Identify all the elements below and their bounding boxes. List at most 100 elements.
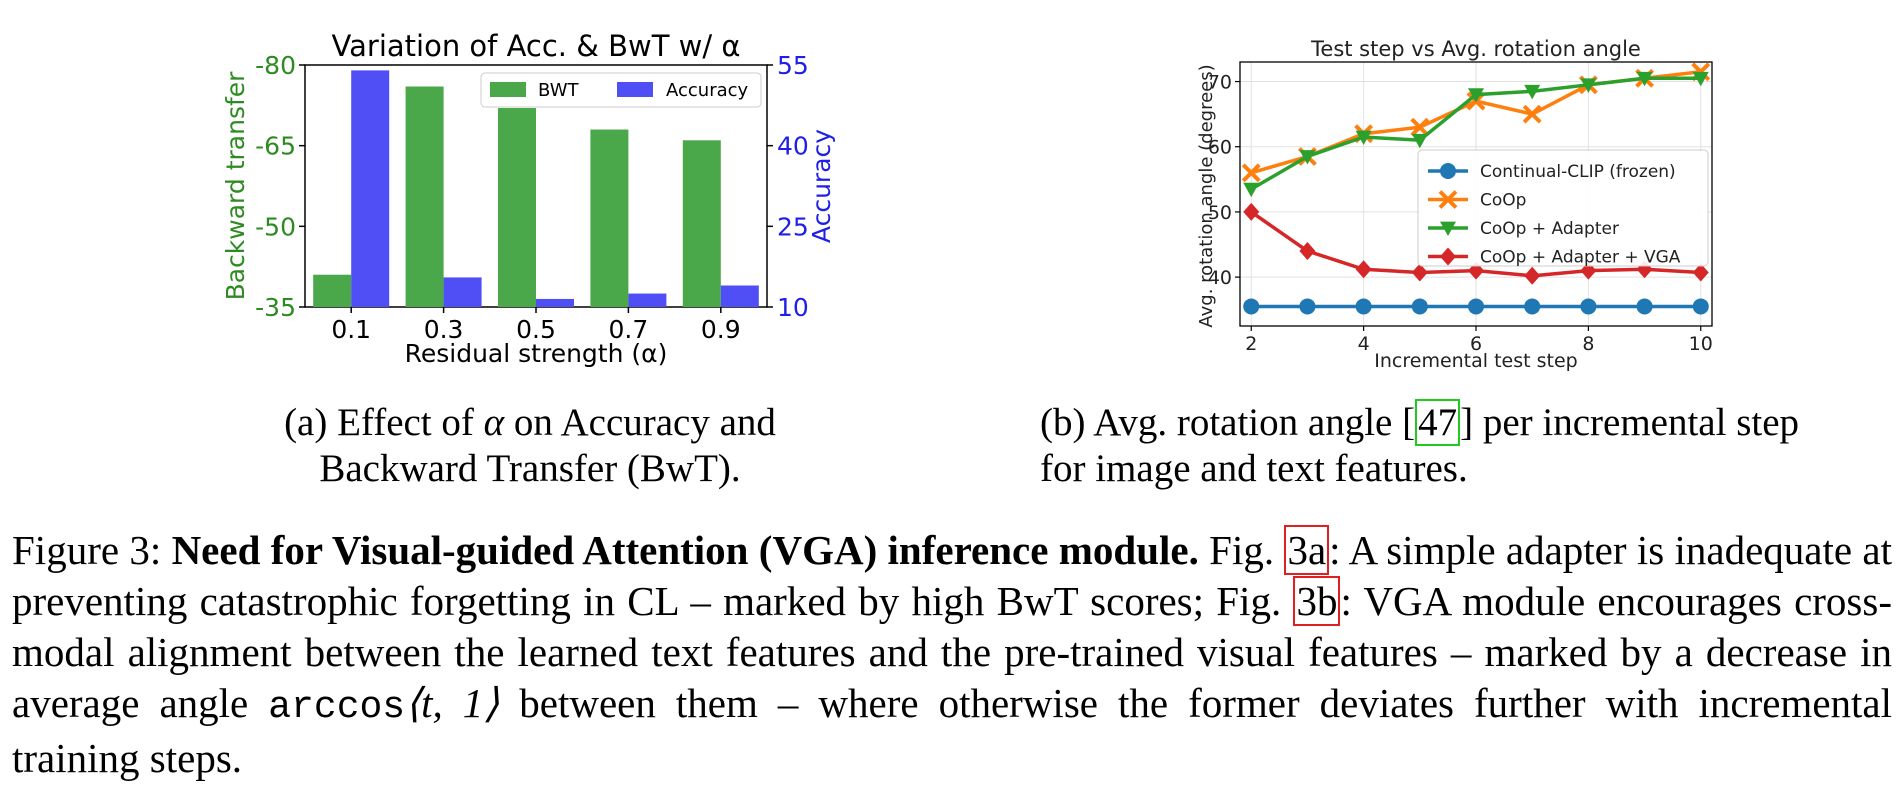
data-point [1241,163,1261,183]
data-point [1468,88,1484,103]
figure-link-3a[interactable]: 3a [1284,525,1330,575]
caption-arccos: arccos [268,686,406,729]
y-tick-label: 40 [1208,267,1232,289]
data-point [1524,266,1541,285]
legend-label: CoOp + Adapter [1480,219,1619,239]
right-tick-label: 25 [777,212,809,241]
legend-entries: Continual-CLIP (frozen) CoOp CoOp + Adapte… [1428,162,1681,268]
data-point [1243,202,1260,221]
data-point [1692,71,1709,87]
caption-text-2: : A simple adapter is inadequate at prev… [12,527,1892,624]
data-point [1524,298,1541,315]
bar-accuracy-0.3 [443,277,482,307]
legend-label: Continual-CLIP (frozen) [1480,162,1676,182]
data-point [1580,78,1597,93]
bar-bwt-0.5 [498,108,536,308]
subcaption-b-text-2: ] per incremental step [1460,401,1800,444]
caption-math: ⟨t, 1⟩ [405,680,500,726]
legend-marker [1438,190,1458,209]
legend-label: CoOp + Adapter + VGA [1480,248,1681,268]
x-tick-label: 4 [1358,333,1370,355]
legend: BWT Accuracy [480,72,762,108]
bar-bwt-0.3 [405,86,444,307]
citation-link-47[interactable]: 47 [1415,399,1461,446]
legend-label: CoOp [1480,191,1526,211]
data-point [1355,260,1372,279]
subcaption-a-line-2: Backward Transfer (BwT). [319,447,741,490]
legend-marker [1440,221,1456,236]
y-tick-group: 40 50 60 70 [1208,72,1240,289]
subcaption-b-line-2: for image and text features. [1040,447,1468,490]
data-point [1299,150,1316,165]
x-tick-label: 0.5 [516,315,556,344]
bar-bwt-0.1 [313,274,352,307]
series-group [1241,62,1711,315]
x-tick-label: 8 [1582,333,1594,355]
right-tick-label: 40 [777,132,809,161]
legend-label-accuracy: Accuracy [666,80,749,101]
figure-link-3b[interactable]: 3b [1293,576,1341,626]
data-point [1243,182,1260,198]
bar-accuracy-0.5 [536,298,574,307]
data-point [1692,263,1709,282]
left-tick-group: -80 -65 -50 -35 [255,51,305,322]
data-point [1524,84,1541,100]
left-tick-label: -80 [255,51,296,80]
bar-bwt-0.9 [682,140,721,307]
data-point [1411,133,1428,149]
y-tick-label: 50 [1208,202,1232,224]
right-tick-label: 10 [777,293,809,322]
right-tick-label: 55 [777,51,809,80]
marker-stroke [1410,117,1430,137]
marker-stroke [1438,190,1458,209]
x-tick-label: 0.7 [609,315,649,344]
right-tick-group: 55 40 25 10 [767,51,809,322]
data-point [1692,298,1709,315]
data-point [1580,298,1597,315]
caption-bold-title: Need for Visual-guided Attention (VGA) i… [171,527,1199,573]
data-point [1411,263,1428,282]
x-axis-label: Residual strength (α) [405,339,668,368]
caption-lead: Figure 3: [12,527,172,573]
y-tick-label: 60 [1208,137,1232,159]
left-tick-label: -50 [255,212,296,241]
data-point [1410,117,1430,137]
data-point [1468,298,1484,315]
plot-area: 0.1 0.3 0.5 0.7 0.9 -80 -65 -50 -35 55 40 25 10 [255,51,809,344]
caption-text-1: Fig. [1198,527,1285,573]
bar-accuracy-0.1 [351,70,390,307]
chart-title: Test step vs Avg. rotation angle [1310,37,1641,61]
y-tick-label: 70 [1208,72,1232,94]
subcaption-a-text-2: on Accuracy and [504,401,776,444]
accuracy-bwt-bar-chart: 0.1 0.3 0.5 0.7 0.9 -80 -65 -50 -35 55 40 25 10 Va… [221,29,836,368]
left-tick-label: -65 [255,132,296,161]
bars-group [313,70,759,308]
caption-text-3: : VGA module encourages cross-modal alig… [12,578,1892,726]
x-tick-label: 6 [1470,333,1482,355]
data-point [1299,298,1316,315]
data-point [1355,298,1372,315]
bar-accuracy-0.7 [628,293,667,307]
data-point [1355,130,1372,145]
x-tick-label: 0.3 [424,315,464,344]
y-axis-label-left: Backward transfer [221,71,250,301]
marker-stroke [1522,104,1542,124]
subcaption-a: (a) Effect of α on Accuracy and Backward… [230,400,830,492]
left-tick-label: -35 [255,293,296,322]
subcaption-b-text-1: (b) Avg. rotation angle [ [1040,401,1416,444]
y-axis-label-right: Accuracy [807,129,836,243]
legend-marker [1440,247,1456,266]
legend-frame [1417,149,1709,267]
series-2 [1243,71,1709,198]
x-tick-label: 0.9 [701,315,741,344]
subcaption-a-text-1: (a) Effect of [284,401,484,444]
y-axis-label: Avg. rotation angle (degrees) [1196,64,1217,327]
subcaption-a-alpha: α [483,401,505,444]
rotation-angle-line-chart: 2 4 6 8 10 40 50 60 70 Test step vs Avg. rotati… [1196,37,1713,372]
legend-swatch-accuracy [617,82,653,97]
legend: Continual-CLIP (frozen) CoOp CoOp + Adapte… [1417,149,1709,268]
x-tick-group: 2 4 6 8 10 [1245,326,1713,355]
x-tick-label: 10 [1689,333,1713,355]
data-point [1636,298,1653,315]
x-tick-label: 0.1 [331,315,371,344]
